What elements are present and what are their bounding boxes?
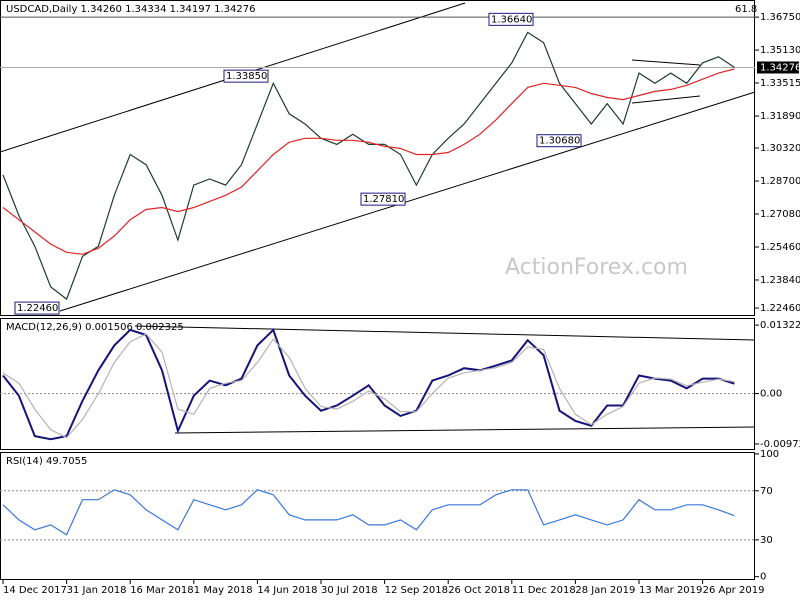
annotation-label: 1.30680 <box>539 136 580 147</box>
macd-title: MACD(12,26,9) 0.001506 0.002325 <box>6 322 184 333</box>
annotation-label: 1.33850 <box>226 71 267 82</box>
annotation-box <box>488 12 534 26</box>
macd-trend-upper <box>134 325 756 341</box>
y-tick-label: -0.009721 <box>760 439 800 450</box>
y-tick-label: 0.013224 <box>760 320 800 331</box>
y-tick-label: 1.30320 <box>760 143 800 154</box>
x-tick-label: 26 Apr 2019 <box>703 585 765 596</box>
annotation-label: 1.36640 <box>491 14 532 25</box>
y-tick-label: 1.25460 <box>760 242 800 253</box>
channel-lower <box>59 91 756 312</box>
y-tick-label: 1.31890 <box>760 111 800 122</box>
last-price-box <box>757 61 799 74</box>
x-tick-label: 16 Mar 2018 <box>130 585 193 596</box>
x-tick-label: 28 Jan 2019 <box>575 585 635 596</box>
y-tick-label: 1.23840 <box>760 275 800 286</box>
y-tick-label: 1.36750 <box>760 12 800 23</box>
series-line <box>2 68 735 255</box>
y-tick-label: 1.27080 <box>760 209 800 220</box>
series-line <box>2 333 735 439</box>
x-tick-label: 30 Jul 2018 <box>321 585 378 596</box>
x-tick-label: 26 Oct 2018 <box>448 585 510 596</box>
triangle-upper <box>631 59 701 66</box>
x-tick-label: 12 Sep 2018 <box>385 585 448 596</box>
annotation-box <box>536 134 582 148</box>
x-tick-label: 31 Jan 2018 <box>67 585 127 596</box>
annotation-box <box>14 301 60 315</box>
y-tick-label: 100 <box>760 449 779 460</box>
rsi-panel <box>0 452 755 580</box>
x-tick-label: 11 Dec 2018 <box>512 585 576 596</box>
annotation-box <box>360 192 406 206</box>
macd-panel <box>0 318 755 450</box>
y-tick-label: 1.28700 <box>760 176 800 187</box>
last-price-label: 1.34276 <box>760 62 800 73</box>
y-tick-label: 30 <box>760 535 773 546</box>
y-tick-label: 70 <box>760 486 773 497</box>
watermark: ActionForex.com <box>505 255 688 280</box>
y-tick-label: 0.00 <box>760 389 782 400</box>
triangle-lower <box>631 95 701 104</box>
annotation-label: 1.22460 <box>17 303 58 314</box>
x-tick-label: 13 Mar 2019 <box>639 585 702 596</box>
y-tick-label: 0 <box>760 572 766 583</box>
series-line <box>2 328 735 441</box>
annotation-box <box>223 69 269 83</box>
rsi-title: RSI(14) 49.7055 <box>6 456 87 467</box>
y-tick-label: 1.35130 <box>760 45 800 56</box>
macd-trend-lower <box>174 426 756 434</box>
x-tick-label: 14 Jun 2018 <box>257 585 317 596</box>
y-tick-label: 1.33515 <box>760 78 800 89</box>
price-title: USDCAD,Daily 1.34260 1.34334 1.34197 1.3… <box>6 4 256 15</box>
y-tick-label: 1.22460 <box>760 303 800 314</box>
series-line <box>2 489 735 536</box>
fib-label: 61.8 <box>735 4 757 15</box>
annotation-label: 1.27810 <box>363 194 404 205</box>
price-panel <box>0 0 755 316</box>
x-tick-label: 14 Dec 2017 <box>3 585 67 596</box>
x-tick-label: 1 May 2018 <box>194 585 253 596</box>
series-line <box>2 31 735 301</box>
